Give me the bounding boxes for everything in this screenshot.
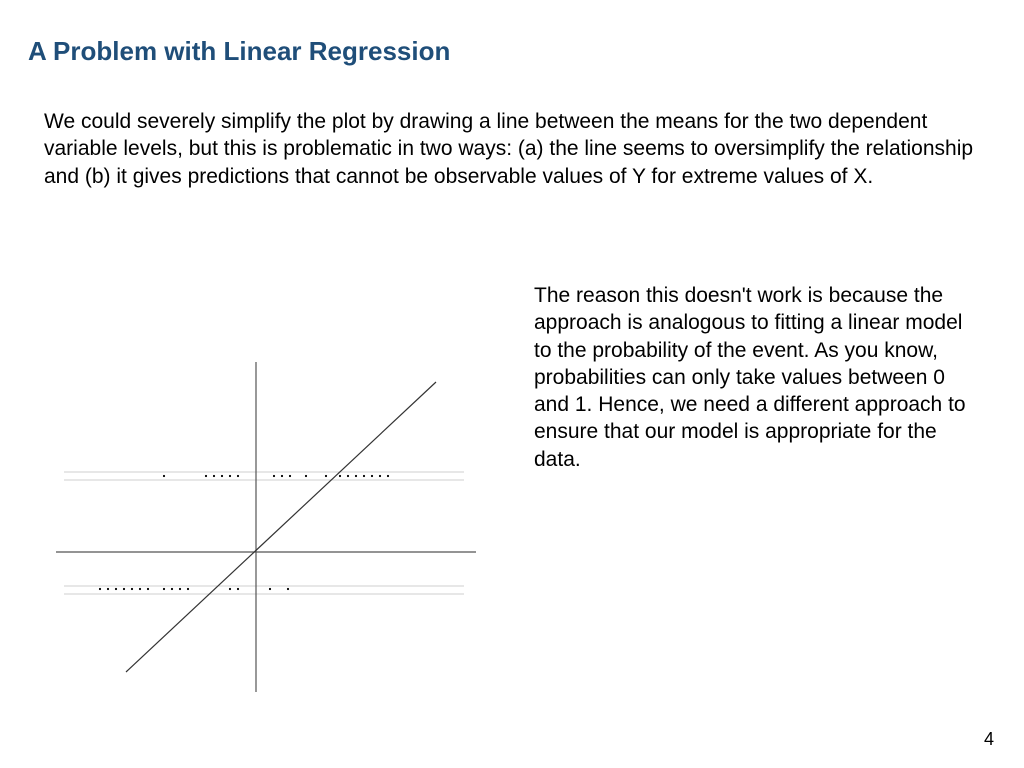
page-number: 4 <box>984 729 994 750</box>
data-point <box>273 475 275 477</box>
data-point <box>221 475 223 477</box>
data-point <box>99 588 101 590</box>
data-point <box>339 475 341 477</box>
data-point <box>229 475 231 477</box>
slide-title: A Problem with Linear Regression <box>28 36 450 67</box>
data-point <box>115 588 117 590</box>
data-point <box>289 475 291 477</box>
data-point <box>363 475 365 477</box>
data-point <box>163 475 165 477</box>
data-point <box>281 475 283 477</box>
chart-svg <box>56 322 476 692</box>
data-point <box>187 588 189 590</box>
data-point <box>163 588 165 590</box>
data-point <box>237 588 239 590</box>
side-paragraph: The reason this doesn't work is because … <box>534 282 984 473</box>
data-point <box>237 475 239 477</box>
data-point <box>147 588 149 590</box>
data-point <box>171 588 173 590</box>
data-point <box>287 588 289 590</box>
data-point <box>355 475 357 477</box>
regression-line <box>126 382 436 672</box>
regression-chart <box>56 322 476 692</box>
data-point <box>387 475 389 477</box>
data-point <box>213 475 215 477</box>
body-paragraph: We could severely simplify the plot by d… <box>44 108 974 190</box>
data-point <box>305 475 307 477</box>
data-point <box>379 475 381 477</box>
data-point <box>131 588 133 590</box>
data-point <box>371 475 373 477</box>
data-point <box>123 588 125 590</box>
data-point <box>229 588 231 590</box>
data-point <box>269 588 271 590</box>
slide: A Problem with Linear Regression We coul… <box>0 0 1024 768</box>
data-point <box>179 588 181 590</box>
data-point <box>205 475 207 477</box>
data-point <box>325 475 327 477</box>
data-point <box>347 475 349 477</box>
data-point <box>139 588 141 590</box>
data-point <box>107 588 109 590</box>
